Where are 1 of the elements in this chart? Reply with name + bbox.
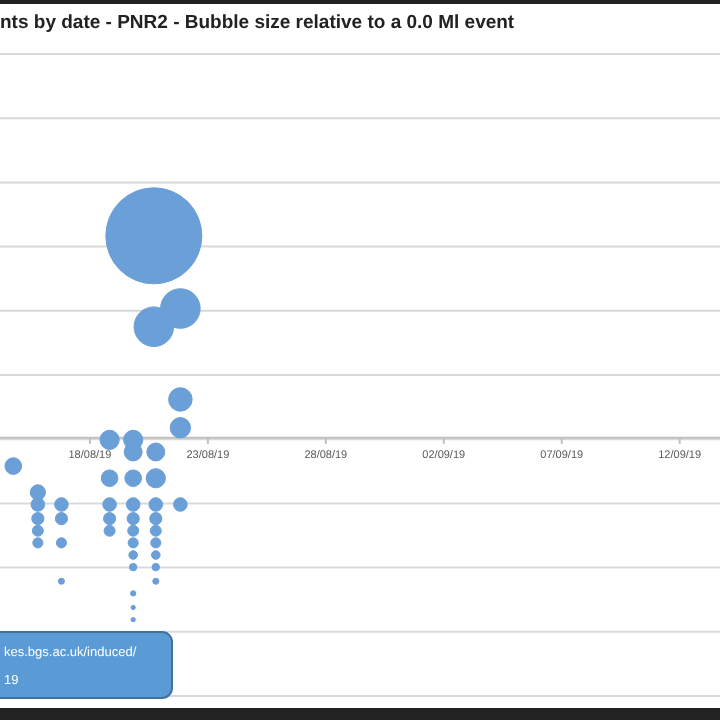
chart-title: nts by date - PNR2 - Bubble size relative to a 0.0 Ml event xyxy=(0,12,516,34)
